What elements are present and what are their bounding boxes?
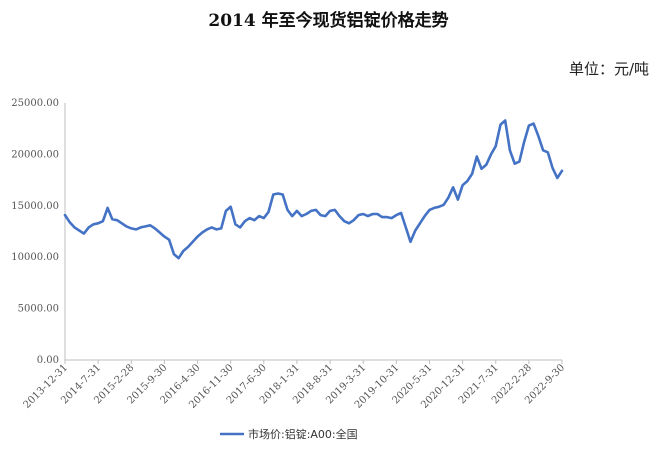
legend-label: 市场价:铝锭:A00:全国 [248, 427, 358, 441]
series-line [63, 119, 564, 260]
legend: 市场价:铝锭:A00:全国 [220, 427, 358, 441]
plot-area [63, 119, 564, 260]
chart-title: 2014 年至今现货铝锭价格走势 [208, 11, 449, 31]
x-axis: 2013-12-312014-7-312015-2-282015-9-30201… [22, 359, 567, 411]
y-tick-label: 15000.00 [11, 201, 59, 212]
y-tick-label: 10000.00 [11, 252, 59, 263]
unit-label: 单位：元/吨 [568, 60, 649, 78]
y-tick-label: 5000.00 [18, 304, 59, 315]
y-tick-label: 25000.00 [11, 98, 59, 109]
y-tick-label: 20000.00 [11, 149, 59, 160]
y-axis: 25000.00 20000.00 15000.00 10000.00 5000.00 0… [11, 98, 66, 366]
y-tick-label: 0.00 [37, 355, 59, 366]
